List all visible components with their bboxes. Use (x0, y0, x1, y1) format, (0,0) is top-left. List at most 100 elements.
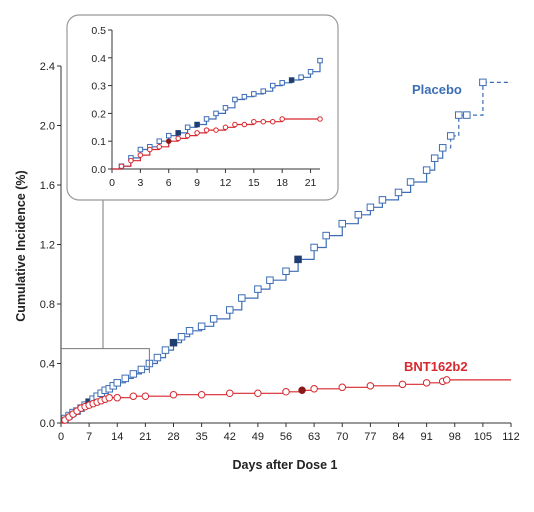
inset-connector-lines (61, 198, 150, 373)
bnt162b2-marker (141, 392, 150, 400)
placebo-marker (254, 285, 262, 293)
bnt162b2-marker (129, 392, 138, 400)
y-tick-label: 0.0 (40, 418, 55, 430)
bnt162b2-marker (169, 390, 178, 399)
placebo-marker (294, 255, 302, 264)
x-tick-label: 70 (336, 431, 348, 443)
placebo-marker (406, 178, 415, 186)
bnt162b2-marker (232, 121, 238, 128)
y-tick-label: 0.4 (40, 359, 55, 371)
placebo-marker (378, 196, 387, 204)
placebo-marker (251, 91, 257, 97)
x-tick-label: 112 (502, 431, 520, 443)
inset-y-tick-label: 0.1 (91, 136, 106, 148)
placebo-marker (455, 111, 463, 119)
y-tick-label: 1.6 (40, 180, 55, 192)
x-tick-label: 21 (139, 431, 151, 443)
placebo-marker (241, 93, 248, 100)
inset-y-tick-label: 0.4 (91, 53, 106, 65)
bnt162b2-marker (137, 152, 144, 158)
bnt162b2-marker (422, 379, 431, 387)
x-tick-label: 49 (252, 431, 264, 443)
x-tick-label: 84 (392, 431, 404, 443)
placebo-marker (310, 243, 318, 252)
placebo-marker (430, 154, 439, 162)
placebo-marker (161, 346, 170, 354)
x-tick-label: 35 (196, 431, 208, 443)
bnt162b2-marker (442, 376, 451, 384)
inset-x-tick-label: 15 (248, 177, 260, 189)
inset-x-tick-label: 6 (166, 177, 172, 189)
placebo-marker (479, 78, 487, 87)
placebo-marker (422, 166, 431, 174)
bnt162b2-marker (298, 386, 306, 395)
placebo-marker (137, 365, 146, 374)
placebo-marker (175, 130, 181, 136)
placebo-marker (177, 332, 186, 341)
inset-panel: 0.0 0.1 0.2 0.3 0.4 0.5 0 3 6 9 12 15 18 21 (66, 14, 339, 201)
bnt162b2-marker (213, 127, 219, 133)
placebo-marker (184, 124, 191, 131)
y-tick-label: 1.2 (40, 240, 55, 252)
y-axis-title: Cumulative Incidence (%) (14, 170, 28, 321)
bnt162b2-series-label: BNT162b2 (404, 359, 468, 374)
placebo-marker (165, 132, 172, 139)
x-tick-label: 77 (364, 431, 376, 443)
placebo-marker (307, 68, 314, 75)
bnt162b2-marker (338, 383, 346, 392)
placebo-step-line-dashed (442, 82, 484, 149)
placebo-marker (156, 138, 163, 144)
placebo-marker (463, 111, 471, 119)
x-tick-label: 56 (280, 431, 292, 443)
inset-y-tick-label: 0.5 (91, 25, 106, 37)
placebo-marker (121, 374, 130, 383)
bnt162b2-marker (282, 388, 290, 396)
placebo-marker (269, 82, 276, 89)
bnt162b2-step-line (61, 379, 511, 424)
x-tick-label: 105 (474, 431, 492, 443)
bnt162b2-marker (194, 130, 200, 136)
bnt162b2-marker (254, 389, 262, 397)
inset-x-tick-label: 3 (137, 177, 143, 189)
placebo-marker (194, 121, 200, 128)
bnt162b2-marker (251, 118, 257, 125)
placebo-marker (394, 188, 403, 197)
inset-y-tick-label: 0.3 (91, 81, 106, 93)
placebo-marker (298, 74, 304, 81)
placebo-marker (260, 88, 267, 94)
bnt162b2-marker (165, 138, 172, 144)
bnt162b2-marker (241, 121, 248, 128)
bnt162b2-marker (366, 382, 375, 390)
bnt162b2-marker (118, 163, 125, 169)
x-tick-label: 42 (224, 431, 236, 443)
x-tick-label: 91 (421, 431, 433, 443)
inset-x-tick-label: 18 (276, 177, 288, 189)
placebo-marker (197, 322, 206, 331)
placebo-marker (317, 57, 323, 64)
placebo-marker (203, 116, 210, 122)
bnt162b2-marker (128, 157, 134, 164)
bnt162b2-marker (113, 393, 121, 402)
bnt162b2-marker (222, 124, 229, 131)
bnt162b2-marker (156, 144, 163, 150)
bnt162b2-marker (279, 116, 285, 122)
x-tick-label: 28 (167, 431, 179, 443)
placebo-marker (338, 219, 346, 228)
bnt162b2-marker (184, 132, 191, 139)
x-tick-label: 14 (111, 431, 123, 443)
bnt162b2-marker (203, 127, 210, 133)
placebo-marker (213, 110, 219, 117)
inset-x-tick-label: 9 (194, 177, 200, 189)
zoom-region-outline (61, 348, 150, 373)
placebo-marker (226, 306, 234, 314)
placebo-marker (266, 276, 274, 284)
placebo-marker (438, 144, 447, 152)
y-tick-label: 2.0 (40, 121, 55, 133)
inset-x-tick-label: 12 (220, 177, 232, 189)
x-axis-title: Days after Dose 1 (233, 458, 338, 472)
x-tick-label: 98 (449, 431, 461, 443)
placebo-marker (232, 96, 238, 103)
placebo-marker (354, 211, 363, 219)
